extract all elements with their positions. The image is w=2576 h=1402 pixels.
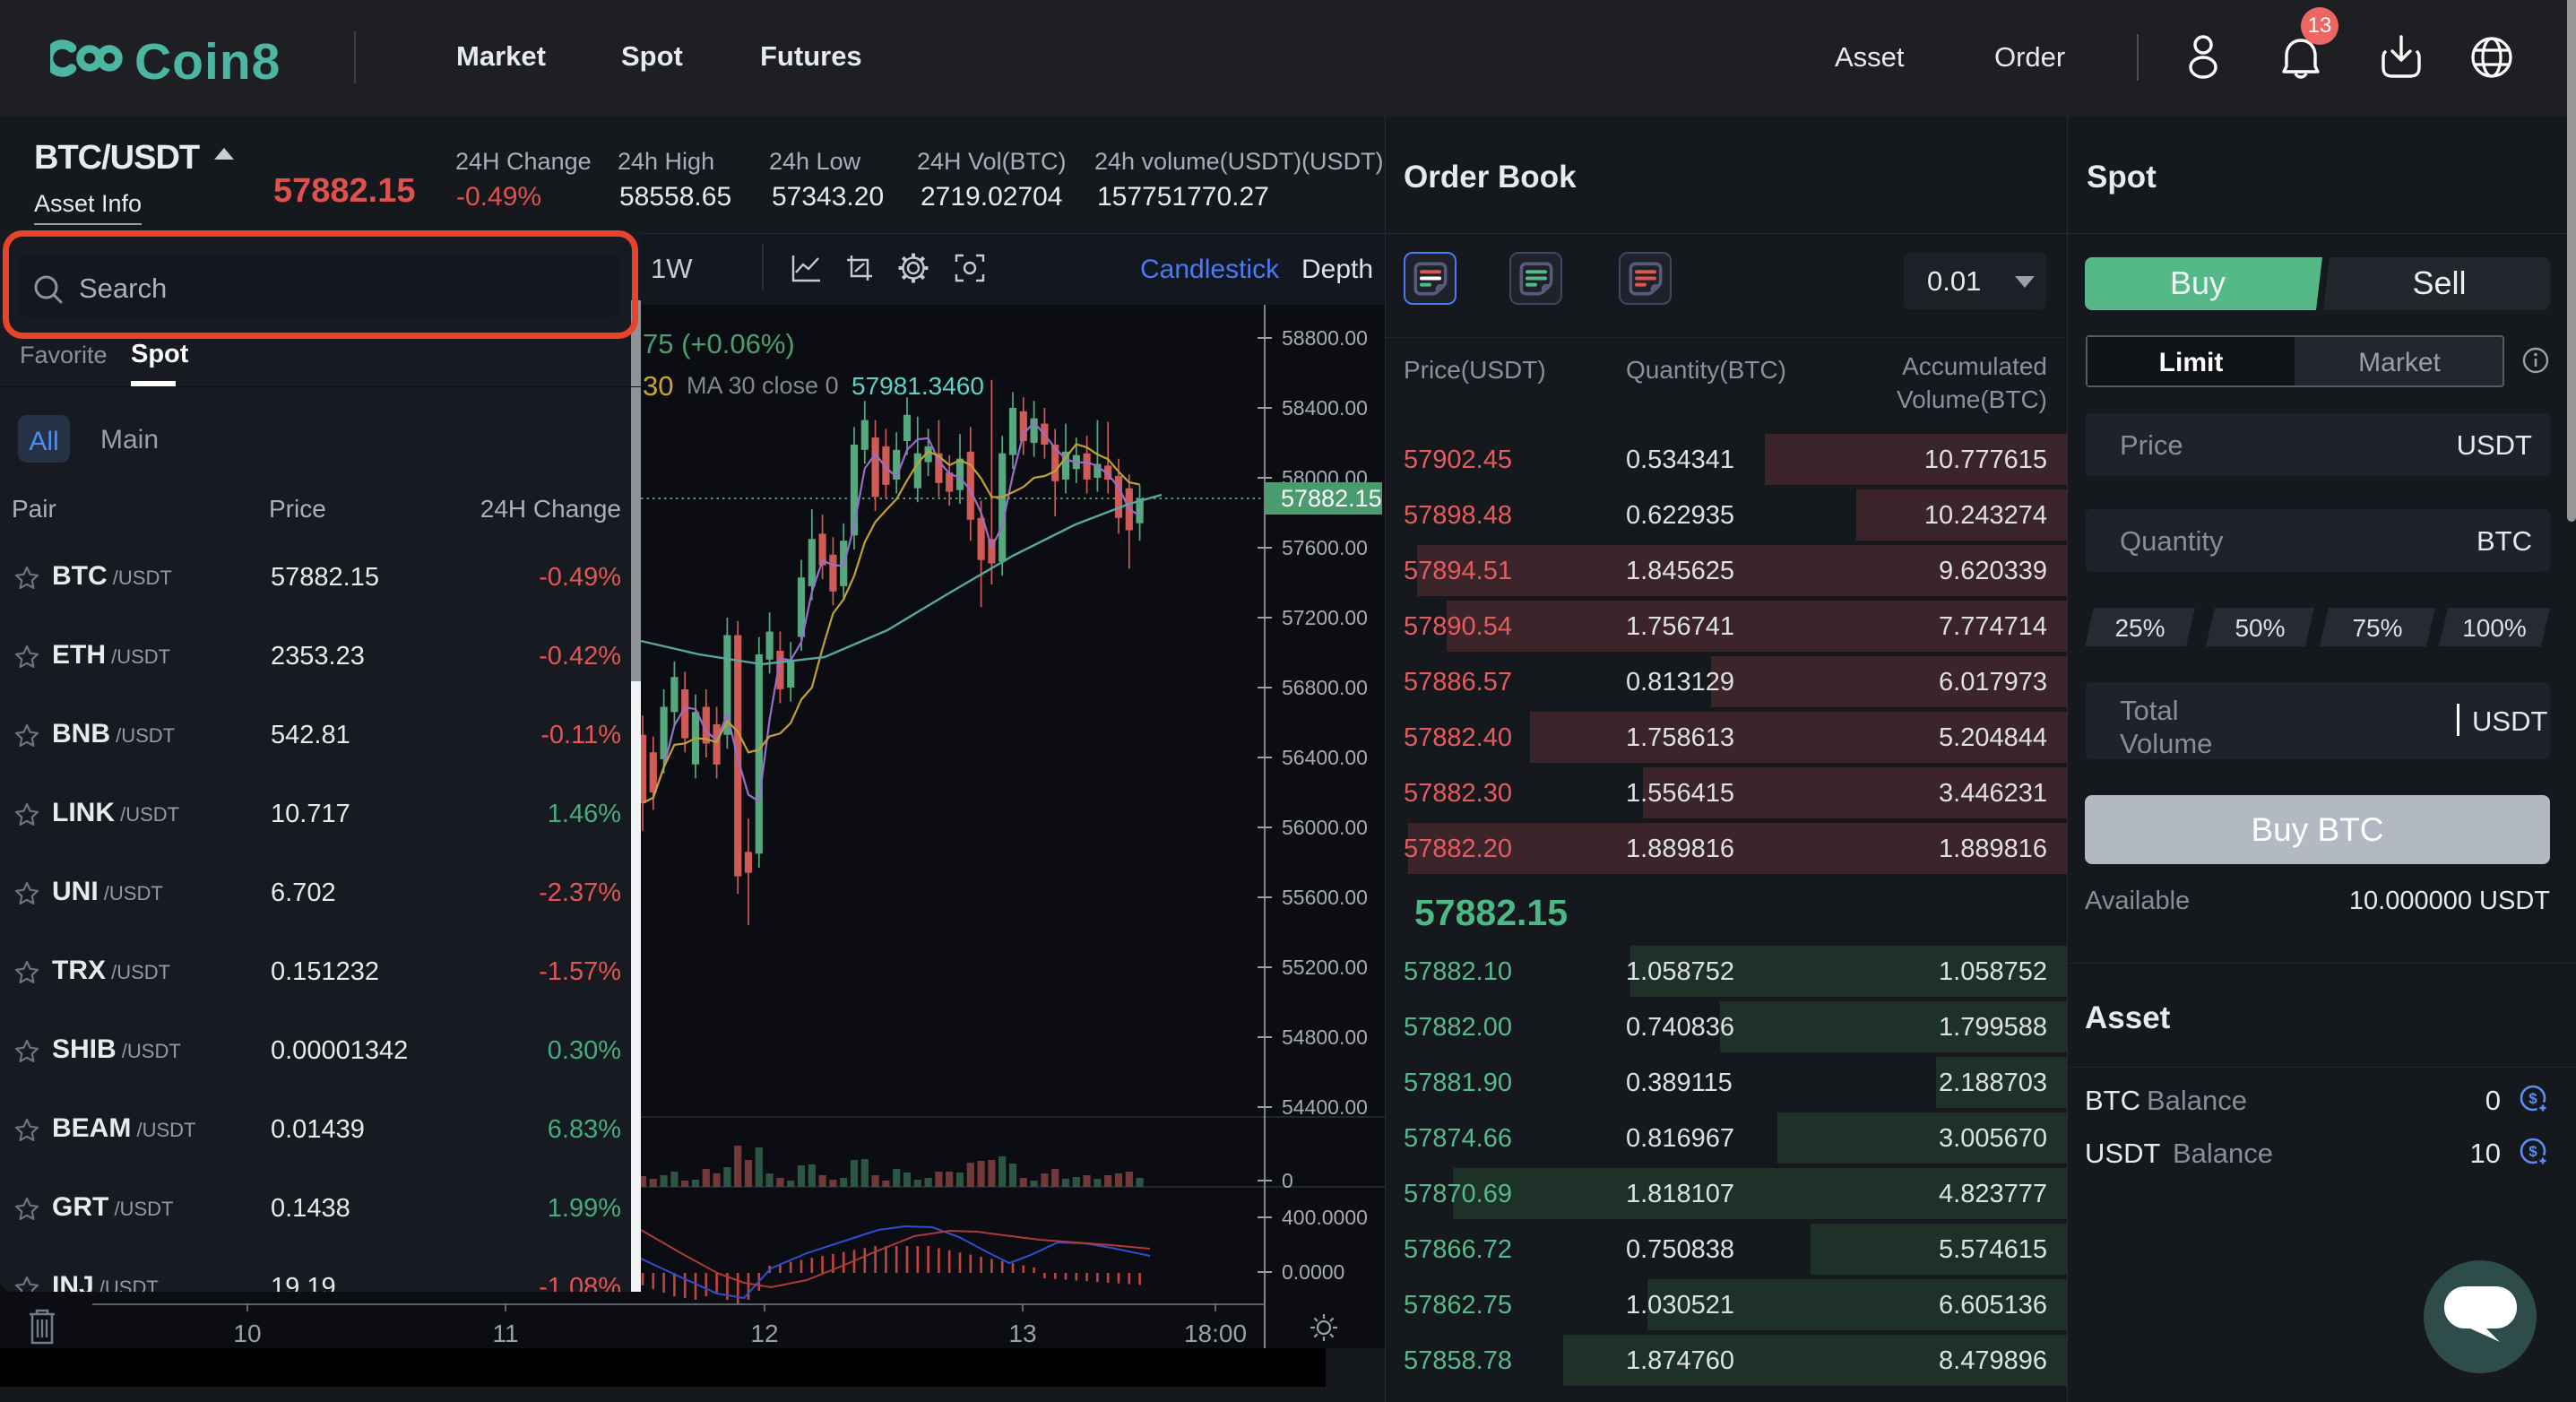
svg-text:$: $ xyxy=(2528,1143,2537,1160)
svg-text:$: $ xyxy=(2528,1090,2537,1107)
